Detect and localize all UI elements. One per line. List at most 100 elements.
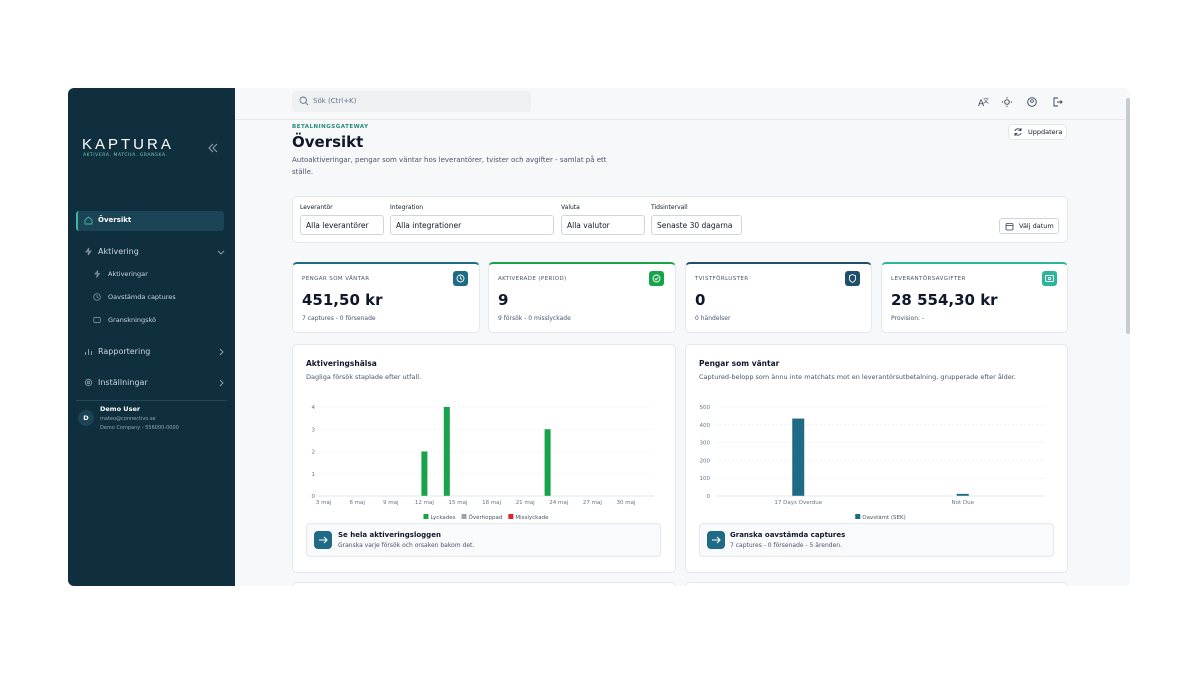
card-icon — [1042, 271, 1057, 286]
topbar-icons[interactable]: A文 — [976, 95, 1066, 109]
avatar: D — [78, 410, 94, 426]
tagline: AKTIVERA. MATCHA. GRANSKA. — [83, 153, 168, 158]
link-card[interactable] — [306, 523, 661, 557]
x-tick-label: Not Due — [952, 500, 975, 506]
topbar-border — [235, 119, 1125, 120]
search-placeholder: Sök (Ctrl+K) — [313, 97, 357, 105]
chart-title: Aktiveringshälsa — [306, 359, 377, 368]
bar — [421, 451, 428, 496]
chevron-right — [219, 348, 224, 356]
chart-icon — [85, 349, 92, 355]
card-title: LEVERANTÖRSAVGIFTER — [891, 276, 966, 282]
link-card[interactable] — [699, 523, 1054, 557]
x-tick-label: 18 maj — [482, 500, 501, 506]
svg-text:文: 文 — [983, 97, 989, 105]
legend: Oavstämt (SEK) — [855, 514, 906, 521]
filter-label: Integration — [390, 204, 424, 211]
x-tick-label: 9 maj — [383, 500, 399, 506]
user-name: Demo User — [100, 405, 141, 413]
link-title: Granska oavstämda captures — [730, 531, 846, 539]
x-tick-label: 6 maj — [349, 500, 365, 506]
chevron-right — [219, 379, 224, 387]
legend: Lyckades Överhoppad Misslyckade — [423, 514, 549, 521]
filter-select[interactable]: Alla leverantörer — [300, 215, 384, 235]
card-icon — [845, 271, 860, 286]
x-tick-label: 24 maj — [549, 500, 568, 506]
kpi-card — [292, 262, 480, 333]
nav-item[interactable]: Rapportering — [98, 347, 151, 356]
legend-label: Lyckades — [430, 515, 455, 521]
card-title: PENGAR SOM VÄNTAR — [302, 276, 370, 282]
card-value: 0 — [695, 291, 706, 309]
refresh-button[interactable] — [1008, 124, 1067, 140]
clock-icon — [93, 293, 101, 301]
refresh-icon — [1014, 128, 1022, 136]
calendar-icon — [1005, 223, 1014, 231]
filter-select[interactable]: Alla integrationer — [390, 215, 554, 235]
search-box[interactable] — [292, 91, 531, 112]
nav-subitem[interactable]: Oavstämda captures — [108, 293, 176, 301]
y-tick-label: 400 — [700, 423, 711, 429]
bar — [956, 493, 969, 496]
nav-item[interactable]: Inställningar — [98, 378, 148, 387]
scrollbar[interactable] — [1126, 98, 1130, 334]
inbox-icon — [93, 317, 101, 323]
legend-swatch — [423, 514, 429, 519]
y-tick-label: 0 — [707, 494, 711, 500]
legend-label: Oavstämt (SEK) — [862, 515, 905, 521]
eyebrow: BETALNINGSGATEWAY — [292, 124, 369, 130]
search-icon — [299, 96, 309, 106]
x-tick-label: 17 Days Overdue — [774, 500, 822, 506]
card-icon — [649, 271, 664, 286]
nav-subitem[interactable]: Aktiveringar — [108, 270, 148, 278]
x-tick-label: 15 maj — [448, 500, 467, 506]
kpi-card — [488, 262, 676, 333]
link-text: Granska varje försök och orsaken bakom d… — [338, 542, 475, 549]
y-tick-label: 3 — [312, 427, 316, 433]
refresh-label: Uppdatera — [1028, 128, 1063, 136]
gear-icon — [84, 378, 93, 387]
date-button[interactable]: Välj datum — [999, 218, 1059, 234]
legend-swatch — [508, 514, 514, 519]
y-tick-label: 0 — [312, 494, 316, 500]
y-tick-label: 100 — [700, 476, 711, 482]
nav-item[interactable]: Översikt — [98, 216, 132, 224]
bar — [544, 429, 551, 496]
card-value: 451,50 kr — [302, 291, 383, 309]
divider — [76, 400, 227, 401]
legend-label: Överhoppad — [469, 514, 503, 521]
arrow-icon — [707, 531, 725, 549]
card-title: TVISTFÖRLUSTER — [695, 276, 749, 282]
y-tick-label: 2 — [312, 450, 316, 456]
filter-label: Leverantör — [300, 204, 333, 211]
x-tick-label: 3 maj — [316, 500, 332, 506]
nav-active-bg — [76, 211, 224, 231]
chevron-down — [217, 250, 225, 255]
chart: 0 1 2 3 4 3 maj 6 maj 9 maj 12 maj 15 maj 18 maj 21… — [312, 405, 654, 521]
x-tick-label: 27 maj — [583, 500, 602, 506]
collapse-icon[interactable] — [207, 142, 219, 154]
y-tick-label: 200 — [700, 458, 711, 464]
page-bottom — [0, 586, 1200, 675]
bar — [792, 418, 805, 496]
user-email: mateo@connectivo.se — [100, 416, 156, 422]
svg-text:A: A — [978, 99, 985, 109]
bolt-icon — [85, 247, 92, 256]
kpi-card — [685, 262, 872, 333]
card-note: Provision: - — [891, 315, 925, 322]
filter-select[interactable]: Alla valutor — [561, 215, 645, 235]
y-tick-label: 1 — [312, 472, 316, 478]
x-tick-label: 21 maj — [516, 500, 535, 506]
link-text: 7 captures - 0 försenade - 5 ärenden. — [730, 542, 842, 549]
x-tick-label: 12 maj — [415, 500, 434, 506]
home-icon — [84, 216, 93, 225]
y-tick-label: 300 — [700, 441, 711, 447]
filter-label: Valuta — [561, 204, 580, 211]
y-tick-label: 4 — [312, 405, 316, 411]
nav-subitem[interactable]: Granskningskö — [108, 316, 157, 324]
card-note: 0 händelser — [695, 315, 731, 322]
nav-item[interactable]: Aktivering — [98, 247, 139, 256]
filter-select[interactable]: Senaste 30 dagarna — [651, 215, 742, 235]
card-note: 7 captures - 0 försenade — [302, 315, 376, 322]
